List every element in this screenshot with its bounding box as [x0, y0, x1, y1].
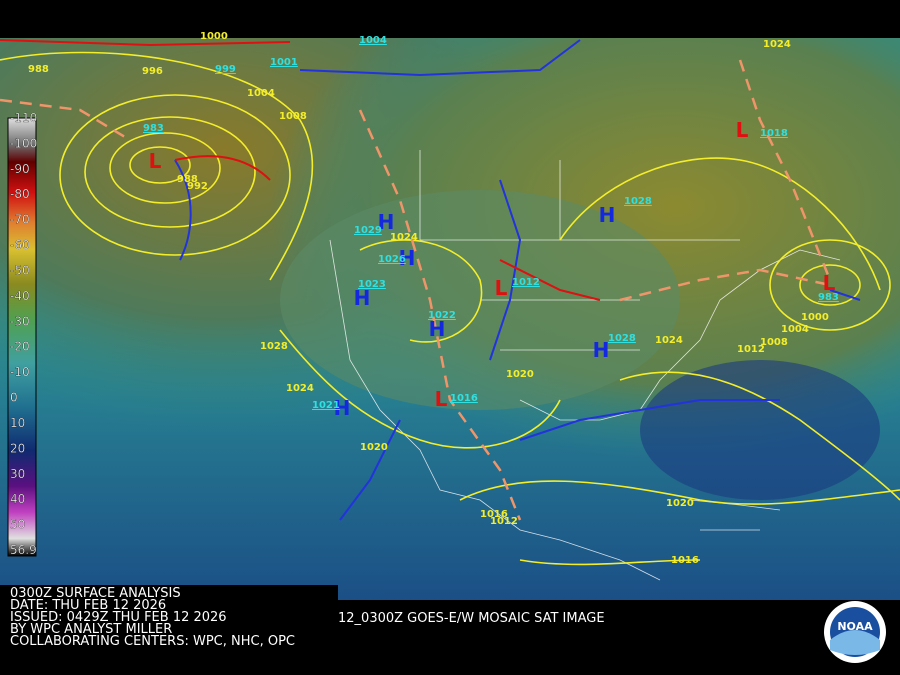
scale-label: -90 [10, 162, 30, 176]
isobar-label: 996 [142, 66, 163, 77]
scale-label: -10 [10, 365, 30, 379]
pressure-symbol: L [435, 387, 448, 411]
pressure-symbol: H [429, 317, 446, 341]
pressure-symbol: H [399, 246, 416, 270]
scale-label: 20 [10, 441, 25, 455]
footer-line: BY WPC ANALYST MILLER [10, 622, 172, 637]
scale-label: 40 [10, 492, 25, 506]
isobar-label: 1020 [506, 369, 534, 380]
isobar-label: 1008 [279, 111, 307, 122]
isobar-label: 992 [187, 181, 208, 192]
isobar-label: 1008 [760, 337, 788, 348]
pressure-value: 1028 [624, 196, 652, 207]
image-caption: 12_0300Z GOES-E/W MOSAIC SAT IMAGE [338, 611, 605, 626]
pressure-symbol: L [823, 271, 836, 295]
isobar-label: 1016 [671, 555, 699, 566]
scale-label: 0 [10, 391, 18, 405]
bottom-band [0, 600, 900, 675]
scale-label: -100 [10, 136, 37, 150]
color-scale-bar [7, 117, 37, 557]
front-label: 999 [215, 64, 236, 75]
isobar-label: 1020 [360, 442, 388, 453]
pressure-value: 1018 [760, 128, 788, 139]
pressure-value: 1016 [450, 393, 478, 404]
scale-label: -50 [10, 263, 30, 277]
footer-bg [0, 585, 338, 600]
pressure-symbol: H [378, 210, 395, 234]
isobar-label: 1000 [801, 312, 829, 323]
isobar-label: 1024 [390, 232, 418, 243]
footer-line: 0300Z SURFACE ANALYSIS [10, 586, 181, 601]
noaa-logo: NOAA [824, 601, 886, 663]
isobar-label: 1016 [480, 509, 508, 520]
footer-line: DATE: THU FEB 12 2026 [10, 598, 166, 613]
isobar-label: 1024 [655, 335, 683, 346]
isobar-label: 1000 [200, 31, 228, 42]
front-label: 1004 [359, 35, 387, 46]
isobar-label: 1028 [260, 341, 288, 352]
isobar-label: 1012 [737, 344, 765, 355]
scale-label: 30 [10, 467, 25, 481]
scale-label: 10 [10, 416, 25, 430]
top-band [0, 0, 900, 38]
pressure-value: 983 [143, 123, 164, 134]
isobar-label: 1024 [286, 383, 314, 394]
pressure-symbol: H [593, 338, 610, 362]
scale-label: -80 [10, 187, 30, 201]
pressure-symbol: L [495, 276, 508, 300]
scale-label: -20 [10, 340, 30, 354]
pressure-symbol: L [736, 118, 749, 142]
isobars [0, 51, 900, 566]
isobar-label: 1012 [490, 516, 518, 527]
scale-label: -110 [10, 111, 37, 125]
isobar-label: 1024 [763, 39, 791, 50]
scale-label: 56.9 [10, 543, 37, 557]
pressure-symbol: L [149, 149, 162, 173]
footer-line: ISSUED: 0429Z THU FEB 12 2026 [10, 610, 227, 625]
scale-label: 50 [10, 518, 25, 532]
pressure-value: 1022 [428, 310, 456, 321]
pressure-symbol: H [354, 286, 371, 310]
isobar-label: 988 [177, 174, 198, 185]
logo-text: NOAA [837, 620, 873, 633]
scale-label: -40 [10, 289, 30, 303]
front-label: 1001 [270, 57, 298, 68]
pressure-value: 1026 [378, 254, 406, 265]
pressure-symbol: H [599, 203, 616, 227]
isobar-label: 1004 [781, 324, 809, 335]
pressure-value: 1021 [312, 400, 340, 411]
pressure-symbol: H [334, 396, 351, 420]
pressure-value: 1023 [358, 279, 386, 290]
isobar-label: 988 [28, 64, 49, 75]
labels: -110-100-90-80-70-60-50-40-30-20-1001020… [10, 31, 839, 649]
isobar-label: 1004 [247, 88, 275, 99]
pressure-value: 983 [818, 292, 839, 303]
fronts [0, 39, 861, 521]
footer-line: COLLABORATING CENTERS: WPC, NHC, OPC [10, 634, 295, 649]
scale-label: -60 [10, 238, 30, 252]
scale-label: -30 [10, 314, 30, 328]
isobar-label: 1020 [666, 498, 694, 509]
pressure-value: 1028 [608, 333, 636, 344]
troughs [0, 59, 832, 521]
ocean-area [640, 360, 880, 500]
pressure-value: 1029 [354, 225, 382, 236]
scale-label: -70 [10, 213, 30, 227]
pressure-value: 1012 [512, 277, 540, 288]
